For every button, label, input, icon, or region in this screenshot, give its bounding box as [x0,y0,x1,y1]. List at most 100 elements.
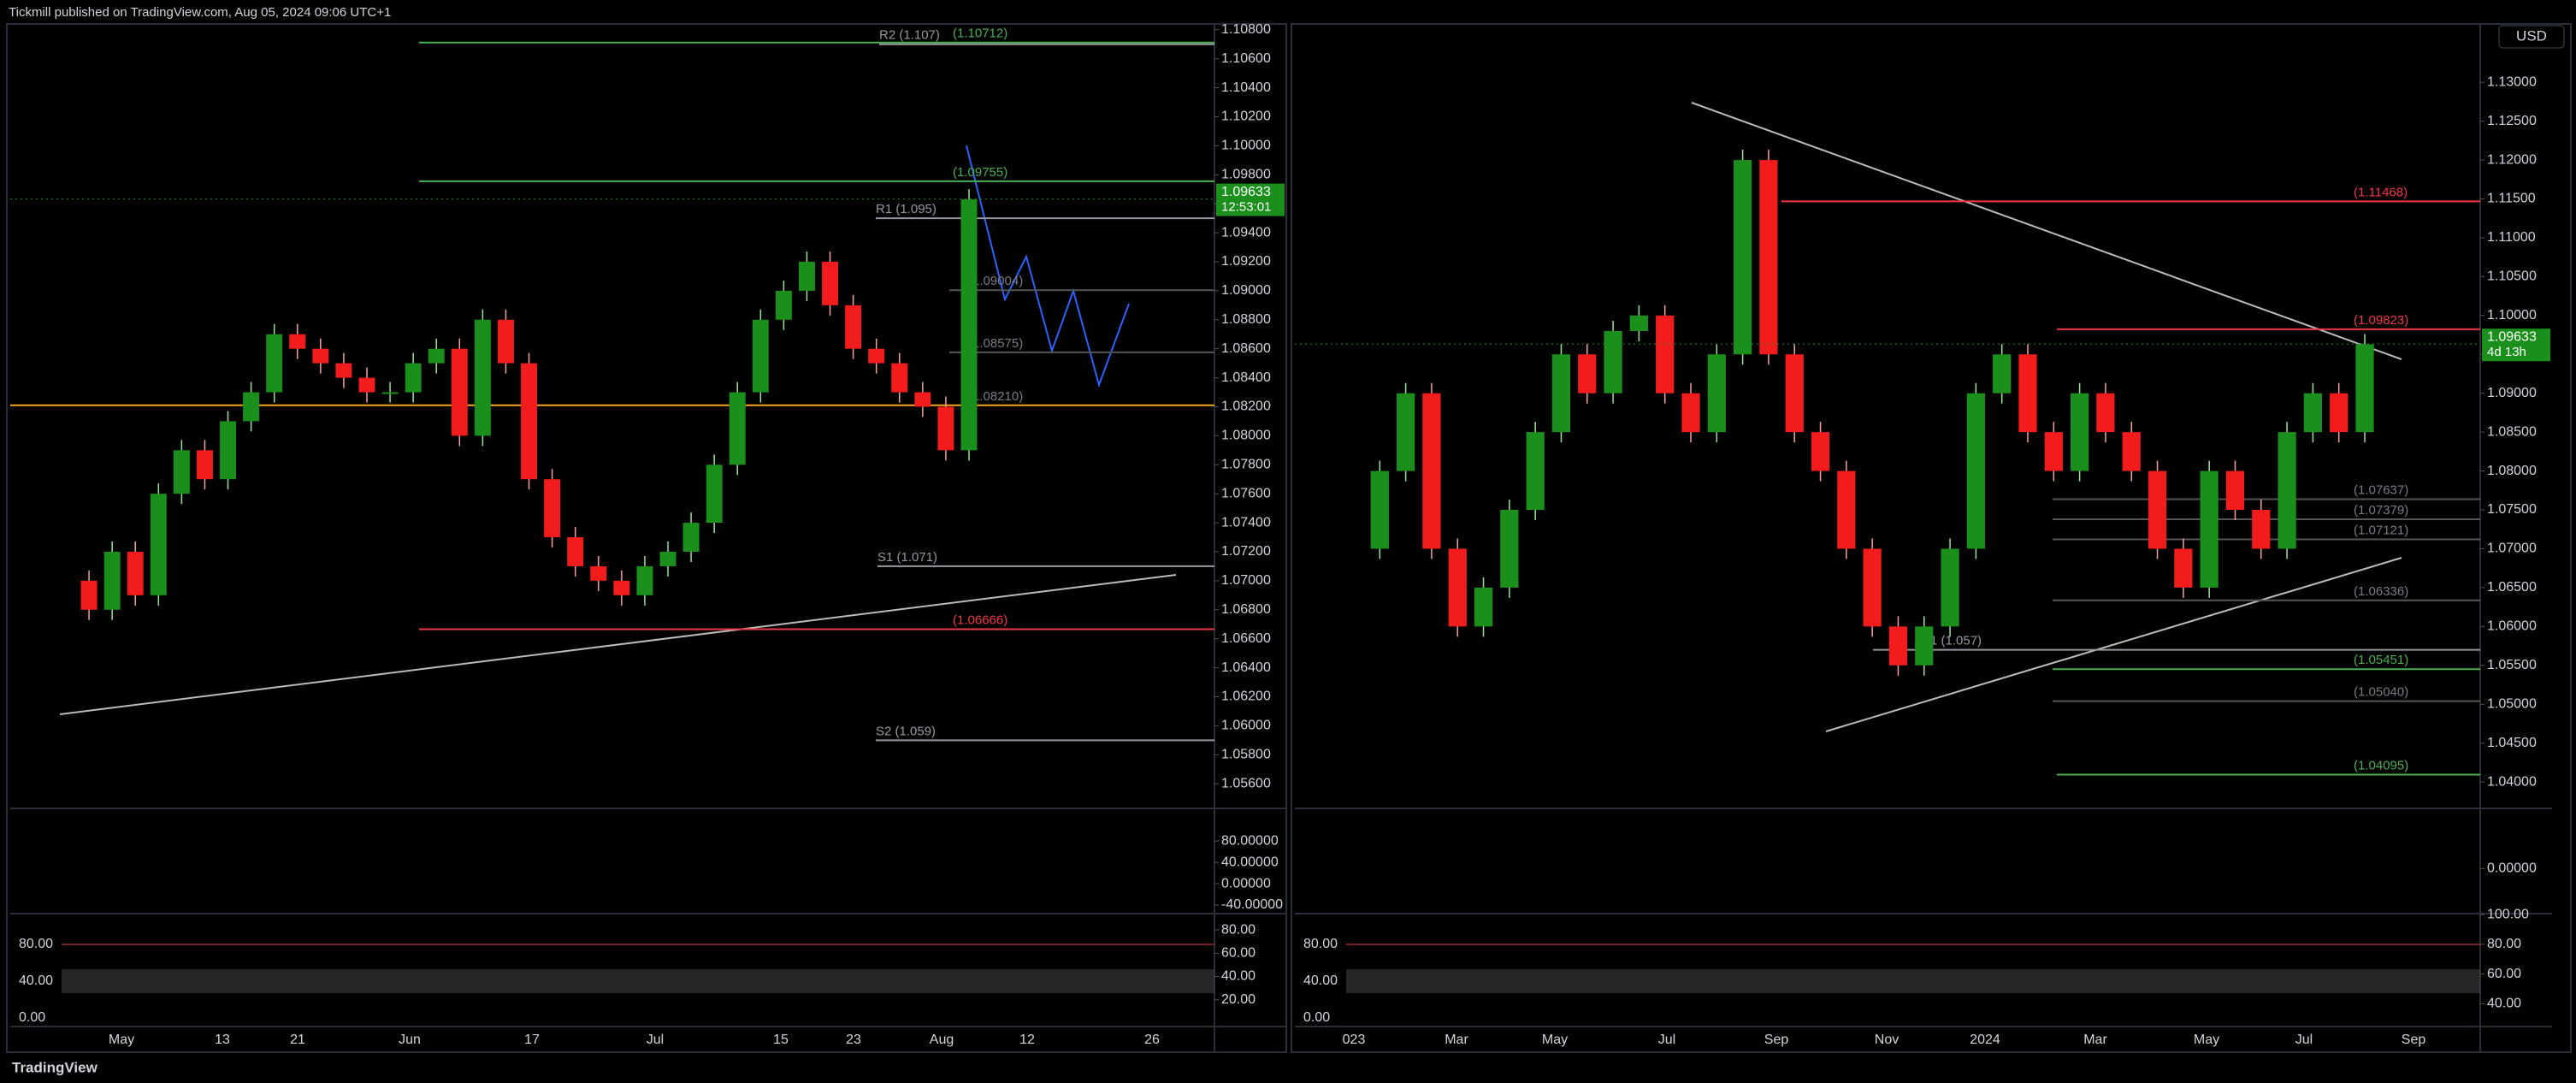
y-tick-label: 1.07000 [1221,573,1271,588]
x-tick-label: Sep [1764,1033,1789,1047]
level-label: (1.10712) [953,27,1007,41]
level-label: (1.07637) [2354,483,2408,498]
candle [1397,393,1415,471]
x-tick-label: 17 [524,1033,540,1047]
y-tick-label: 1.13000 [2487,74,2537,89]
y-tick-label: 80.00000 [1221,833,1279,848]
y-tick-label: 1.07600 [1221,486,1271,500]
y2-tick-label: 0.00 [19,1010,45,1025]
y-tick-label: 1.10500 [2487,269,2537,284]
candle [775,290,792,320]
x-tick-label: May [1542,1033,1568,1047]
y-tick-label: 1.10200 [1221,109,1271,124]
trend-line [59,574,1177,715]
y-tick-label: 1.05500 [2487,658,2537,672]
level-label: S1 (1.057) [1922,634,1982,648]
candle [474,319,491,436]
candle [335,363,352,378]
y-tick-label: 20.00 [1221,992,1256,1007]
candle [729,392,746,465]
candle [1837,470,1856,549]
x-tick-label: 15 [773,1033,789,1047]
y-tick-label: 60.00 [2487,967,2521,981]
y-tick-label: 1.08800 [1221,312,1271,327]
y-tick-label: 1.06600 [1221,631,1271,646]
y-tick-label: 0.00000 [1221,876,1271,891]
candle [2071,393,2089,471]
y-tick-label: 1.08400 [1221,370,1271,385]
y2-tick-label: 40.00 [1303,974,1338,988]
y-tick-label: -40.00000 [1221,897,1283,912]
candle [2122,432,2141,471]
y-tick-label: 1.07500 [2487,502,2537,517]
price-tag-timer: 4d 13h [2487,345,2526,359]
footer-brand: TradingView [12,1059,98,1075]
candle [266,334,283,393]
y-tick-label: 1.05600 [1221,776,1271,790]
level-label: S1 (1.071) [877,550,937,565]
candle [822,261,839,305]
candle [1734,160,1752,355]
y-tick-label: 1.08200 [1221,399,1271,414]
candle [1656,315,1675,394]
candle [1785,354,1804,433]
y-tick-label: 1.10000 [1221,139,1271,153]
candle [891,363,908,393]
price-tag [2482,328,2550,362]
level-label: (1.07379) [2354,503,2408,518]
x-tick-label: Mar [1445,1033,1468,1047]
y2-tick-label: 80.00 [1303,937,1338,951]
y-tick-label: 1.07000 [2487,542,2537,556]
candle [752,319,769,393]
candle [80,580,97,610]
level-label: (1.11468) [2354,185,2408,199]
candle [590,565,607,581]
y-tick-label: 1.06000 [1221,719,1271,733]
candle [1526,432,1545,511]
y2-tick-label: 80.00 [19,937,53,951]
y-tick-label: 1.08000 [2487,464,2537,478]
y-tick-label: 1.10600 [1221,51,1271,66]
y-tick-label: 1.08600 [1221,341,1271,356]
level-label: (1.09004) [968,274,1023,288]
y-tick-label: 1.11000 [2487,230,2536,245]
level-label: (1.06336) [2354,584,2408,599]
level-label: R1 (1.095) [876,202,936,216]
candle [358,377,375,393]
x-tick-label: Jul [1658,1033,1675,1047]
candle [1681,393,1700,433]
candle [544,479,561,538]
y-tick-label: 1.06200 [1221,689,1271,704]
candle [2018,354,2037,433]
stoch-band [1346,969,2480,994]
candle [567,537,584,566]
candle [196,450,213,480]
projection-path [966,145,1130,388]
candle [1551,354,1571,433]
candle [2096,393,2115,433]
candle [1604,330,1622,394]
candle [243,392,260,422]
candle [220,421,237,480]
candle [1370,470,1389,549]
y2-tick-label: 40.00 [19,974,53,988]
candle [613,580,630,595]
candle [2044,432,2063,471]
trend-line [1691,102,2402,360]
y-tick-label: 1.09000 [1221,283,1271,298]
y-tick-label: 1.06000 [2487,619,2537,634]
x-tick-label: Sep [2402,1033,2426,1047]
candle [937,406,954,451]
currency-button[interactable] [2498,25,2565,49]
x-tick-label: 13 [215,1033,230,1047]
candle [845,305,862,349]
y-tick-label: 1.04500 [2487,736,2537,750]
candle [2148,470,2167,549]
level-label: (1.05040) [2354,685,2408,700]
y-tick-label: 1.07400 [1221,515,1271,530]
price-tag-label: 1.09633 [2487,329,2537,344]
candle [1863,548,1882,627]
candle [451,348,468,436]
candle [682,523,700,552]
